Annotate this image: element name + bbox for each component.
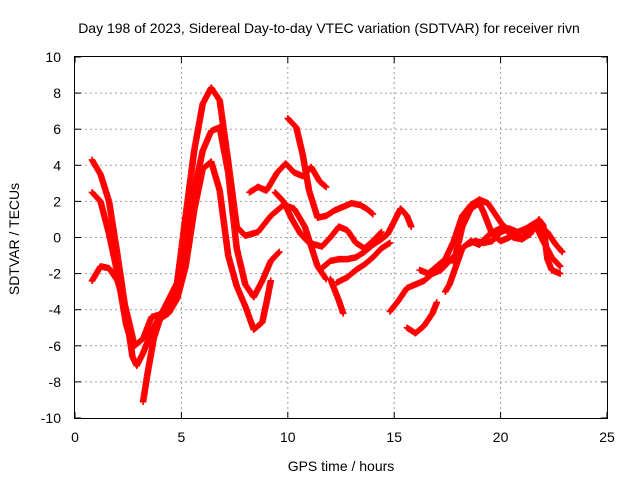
data-point xyxy=(339,310,347,317)
chart-title: Day 198 of 2023, Sidereal Day-to-day VTE… xyxy=(78,20,580,36)
data-point xyxy=(377,229,384,237)
data-point xyxy=(556,270,564,277)
data-marks xyxy=(88,84,566,406)
y-tick-label: -10 xyxy=(41,410,61,426)
data-point xyxy=(407,223,415,230)
data-point xyxy=(555,262,563,269)
series-sat-n xyxy=(441,223,566,295)
series-sat-g xyxy=(271,189,385,252)
series-sat-f xyxy=(284,115,377,221)
data-point xyxy=(275,248,283,256)
y-tick-label: -2 xyxy=(49,266,62,282)
data-point xyxy=(433,299,441,306)
data-point xyxy=(559,248,566,256)
series-sat-l xyxy=(403,299,441,337)
x-tick-label: 20 xyxy=(493,429,509,445)
series-sat-o xyxy=(450,199,564,270)
data-point xyxy=(378,228,385,236)
y-tick-label: -4 xyxy=(49,302,62,318)
y-tick-label: 8 xyxy=(53,85,61,101)
axis-ticks: 0 5 10 15 20 25 -10 -8 -6 -4 -2 0 2 4 6 8 10 xyxy=(41,49,615,445)
x-tick-label: 10 xyxy=(280,429,296,445)
y-tick-label: 0 xyxy=(53,230,61,246)
y-axis-label: SDTVAR / TECUs xyxy=(6,183,22,295)
y-tick-label: -8 xyxy=(49,374,62,390)
plot-frame xyxy=(74,56,608,419)
data-point xyxy=(558,247,565,255)
data-point xyxy=(556,263,564,270)
series-sat-h xyxy=(318,205,415,272)
y-tick-label: -6 xyxy=(49,338,62,354)
data-point xyxy=(368,209,376,217)
data-point xyxy=(369,210,377,218)
y-tick-label: 6 xyxy=(53,121,61,137)
x-tick-label: 5 xyxy=(178,429,186,445)
series-sat-j xyxy=(327,275,347,317)
data-point xyxy=(386,239,394,247)
x-tick-label: 25 xyxy=(599,429,615,445)
data-point xyxy=(267,277,275,285)
x-tick-label: 0 xyxy=(71,429,79,445)
series-sat-i xyxy=(333,239,394,286)
series-sat-b xyxy=(88,189,134,342)
y-tick-label: 4 xyxy=(53,157,61,173)
series-sat-d xyxy=(139,158,275,406)
data-point xyxy=(275,249,282,257)
y-tick-label: 2 xyxy=(53,193,61,209)
x-tick-label: 15 xyxy=(386,429,402,445)
y-tick-label: 10 xyxy=(45,49,61,65)
x-axis-label: GPS time / hours xyxy=(288,458,395,474)
data-point xyxy=(322,183,330,191)
data-point xyxy=(321,182,329,190)
